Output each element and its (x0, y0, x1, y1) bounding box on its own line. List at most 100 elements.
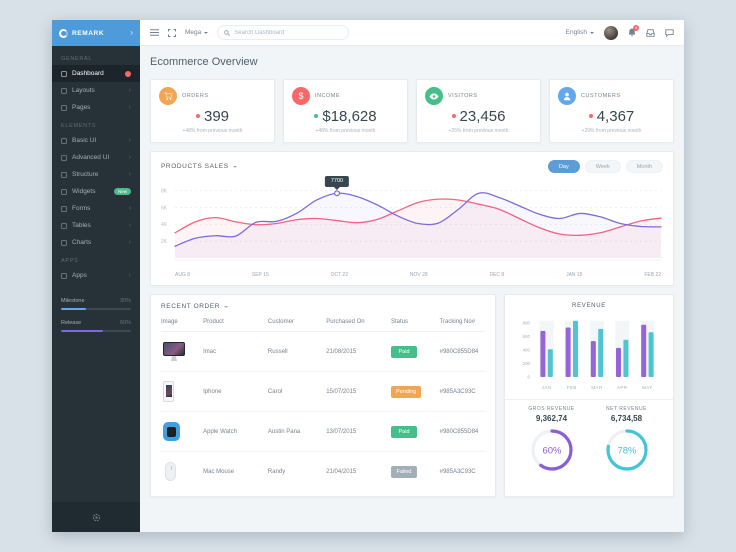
section-label-apps: Apps (61, 258, 79, 264)
forms-icon (61, 205, 67, 212)
section-label-general: General (61, 56, 93, 62)
products-sales-title: PRODUCTS SALES (161, 163, 237, 170)
status-badge: Failed (391, 465, 418, 478)
line-chart: 2K 4K 6K 8K (161, 189, 662, 261)
product-image-iphone (163, 381, 174, 402)
col-image: Image (161, 315, 204, 332)
logo-text: REMARK (72, 29, 105, 37)
sidebar-item-basic-ui[interactable]: Basic UI › (52, 132, 140, 149)
svg-text:JAN: JAN (542, 385, 552, 390)
chevron-down-icon[interactable] (232, 165, 237, 170)
chevron-down-icon (204, 31, 209, 36)
cell-customer: Russell (267, 331, 327, 372)
pages-icon (61, 104, 67, 111)
chevron-down-icon (590, 31, 594, 36)
avatar[interactable] (604, 25, 618, 40)
notification-dot (125, 70, 131, 77)
sidebar-item-layouts[interactable]: Layouts › (52, 82, 140, 99)
svg-text:200: 200 (522, 361, 530, 366)
x-tick-label: AUG 8 (175, 272, 191, 278)
month-button[interactable]: Month (625, 160, 663, 173)
logo[interactable]: REMARK › (52, 20, 140, 46)
day-button[interactable]: Day (547, 160, 580, 173)
cart-icon (159, 87, 177, 105)
progress-value: 30% (119, 298, 131, 304)
search-input[interactable] (234, 29, 343, 36)
sidebar-item-label: Apps (72, 272, 87, 279)
svg-text:4K: 4K (161, 222, 168, 228)
stat-value: $18,628 (292, 108, 399, 125)
tables-icon (61, 222, 67, 229)
chevron-right-icon: › (128, 205, 131, 212)
table-row[interactable]: Iphone Carol 15/07/2015 Pending #985A3C9… (161, 371, 485, 412)
sidebar-item-label: Pages (72, 104, 91, 111)
product-image-imac (163, 342, 185, 361)
svg-text:800: 800 (522, 320, 530, 325)
sidebar-item-forms[interactable]: Forms › (52, 200, 140, 217)
sidebar-item-charts[interactable]: Charts › (52, 234, 140, 251)
mega-menu[interactable]: Mega (185, 29, 209, 36)
sidebar-collapse-icon[interactable]: › (130, 28, 133, 37)
sidebar-item-label: Layouts (72, 87, 95, 94)
stat-value: 399 (159, 108, 266, 125)
sidebar-item-structure[interactable]: Structure › (52, 166, 140, 183)
chat-icon[interactable] (665, 28, 674, 37)
gear-icon[interactable] (92, 513, 101, 522)
notification-badge: 5 (633, 25, 639, 31)
net-revenue-donut: 78% (605, 429, 648, 471)
new-badge: New (113, 187, 131, 196)
customers-card: CUSTOMERS 4,367 +29% from previous month (549, 79, 674, 143)
chevron-down-icon[interactable] (224, 305, 229, 310)
sidebar-item-apps[interactable]: Apps › (52, 267, 140, 284)
recent-order-card: RECENT ORDER Image Product Customer Purc… (150, 294, 496, 497)
revenue-bar-chart: 800 600 400 200 0 JAN FEB MAR APR MAY (522, 320, 655, 390)
table-row[interactable]: Imac Russell 21/08/2015 Paid #980C855D84 (161, 331, 485, 372)
sidebar: REMARK › General Dashboard Layouts › Pag… (52, 20, 140, 532)
dashboard-icon (61, 70, 67, 77)
status-badge: Pending (391, 385, 422, 398)
product-image-mac-mouse (165, 462, 176, 482)
cell-customer: Austin Pana (267, 411, 327, 452)
net-revenue-label: NET REVENUE (606, 406, 647, 412)
cell-tracking: #980C855D84 (439, 411, 485, 452)
income-card: $ INCOME $18,628 +48% from previous mont… (283, 79, 408, 143)
fullscreen-icon[interactable] (168, 28, 176, 37)
svg-text:60%: 60% (542, 446, 562, 457)
svg-text:FEB: FEB (567, 385, 577, 390)
table-row[interactable]: Mac Mouse Randy 21/04/2015 Failed #985A3… (161, 452, 485, 492)
sidebar-item-label: Tables (72, 222, 91, 229)
sidebar-item-advanced-ui[interactable]: Advanced UI › (52, 149, 140, 166)
revenue-card: REVENUE 800 600 400 200 0 JAN FEB MAR APR MAY GRO… (504, 294, 674, 497)
search-icon (224, 29, 231, 36)
chevron-right-icon: › (128, 87, 131, 94)
status-badge: Paid (391, 345, 418, 358)
col-status: Status (391, 315, 440, 332)
cell-purchased: 13/07/2015 (326, 411, 392, 452)
chevron-right-icon: › (128, 272, 131, 279)
svg-text:8K: 8K (161, 189, 168, 195)
cell-purchased: 15/07/2015 (326, 371, 392, 412)
cell-customer: Carol (267, 371, 327, 412)
svg-text:MAR: MAR (591, 385, 603, 390)
milestone-progress-bar (61, 307, 131, 310)
sidebar-item-tables[interactable]: Tables › (52, 217, 140, 234)
sidebar-item-dashboard[interactable]: Dashboard (52, 65, 140, 82)
status-badge: Paid (391, 425, 418, 438)
sidebar-item-label: Structure (72, 171, 99, 178)
sidebar-item-pages[interactable]: Pages › (52, 99, 140, 116)
col-product: Product (203, 315, 268, 332)
stat-value: 4,367 (558, 108, 665, 125)
cell-product: Apple Watch (203, 411, 268, 452)
bell-icon[interactable]: 5 (628, 25, 639, 37)
language-selector[interactable]: English (566, 29, 594, 36)
table-row[interactable]: Apple Watch Austin Pana 13/07/2015 Paid … (161, 411, 485, 452)
svg-text:APR: APR (617, 385, 628, 390)
week-button[interactable]: Week (584, 160, 621, 173)
col-purchased-on: Purchased On (326, 315, 392, 332)
visitors-card: VISITORS 23,456 +25% from previous month (416, 79, 541, 143)
cell-purchased: 21/08/2015 (326, 331, 392, 372)
hamburger-menu-icon[interactable] (150, 29, 159, 36)
sidebar-item-widgets[interactable]: Widgets New (52, 183, 140, 200)
cell-tracking: #985A3C93C (439, 371, 485, 412)
inbox-icon[interactable] (646, 28, 655, 37)
